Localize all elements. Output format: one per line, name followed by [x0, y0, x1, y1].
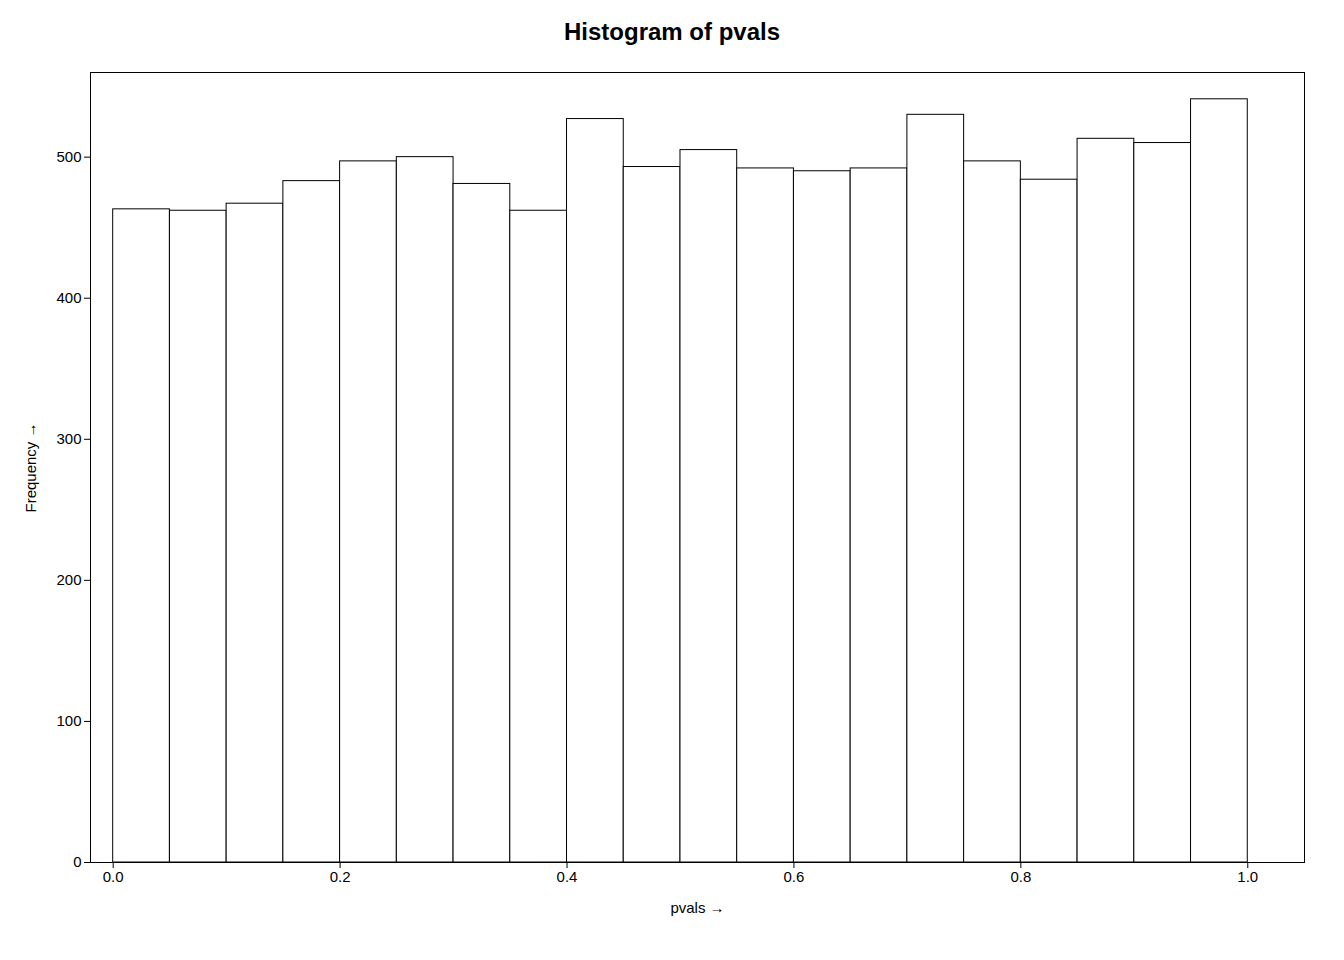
- svg-text:1.0: 1.0: [1237, 868, 1258, 885]
- html-text:Histogram of pvals: Histogram of pvals: [564, 18, 780, 45]
- svg-text:400: 400: [56, 289, 81, 306]
- svg-text:0.0: 0.0: [103, 868, 124, 885]
- svg-text:0.2: 0.2: [330, 868, 351, 885]
- svg-text:100: 100: [56, 712, 81, 729]
- svg-text:0.4: 0.4: [557, 868, 578, 885]
- svg-text:0.6: 0.6: [784, 868, 805, 885]
- svg-text:500: 500: [56, 148, 81, 165]
- svg-text:Frequency →: Frequency →: [22, 422, 39, 512]
- svg-text:pvals →: pvals →: [670, 899, 724, 916]
- svg-text:200: 200: [56, 571, 81, 588]
- svg-text:0: 0: [73, 853, 81, 870]
- svg-text:0.8: 0.8: [1010, 868, 1031, 885]
- svg-text:300: 300: [56, 430, 81, 447]
